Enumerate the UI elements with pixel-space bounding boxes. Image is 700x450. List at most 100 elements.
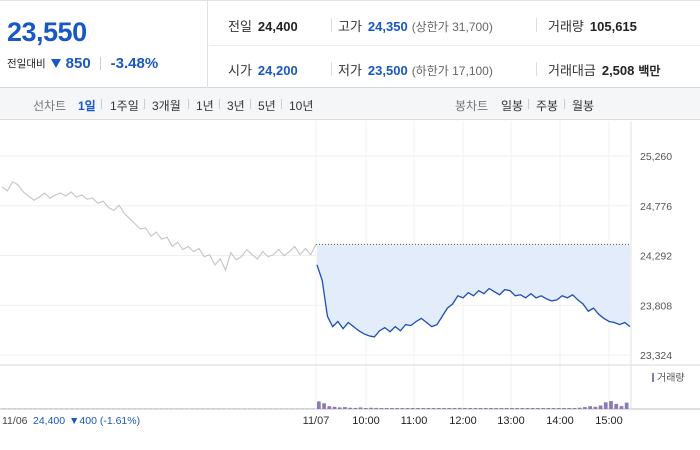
volume-bar [525, 408, 530, 409]
stat-value: 24,350 [367, 19, 408, 34]
volume-bar [268, 408, 273, 409]
stat-label: 거래량 [548, 19, 584, 34]
volume-bar [332, 406, 337, 409]
prev-day-close: 24,400 [33, 415, 65, 427]
volume-bar [127, 408, 132, 409]
volume-bar [551, 408, 556, 409]
volume-bar [384, 408, 389, 409]
volume-bar [305, 408, 310, 409]
volume-bar [337, 407, 342, 409]
x-tick-label: 13:00 [497, 415, 525, 427]
volume-bar [179, 408, 184, 409]
volume-bar [468, 408, 472, 409]
candle-weekly[interactable]: 주봉 [536, 99, 559, 113]
volume-bar [452, 408, 457, 409]
stat-amount: 거래대금 2,508 백만 [548, 60, 660, 79]
down-triangle-icon [51, 59, 62, 68]
volume-bar [211, 408, 216, 409]
volume-bar [148, 408, 153, 409]
volume-bar [75, 408, 79, 409]
volume-bar [541, 408, 546, 409]
volume-bar [483, 408, 488, 409]
y-tick-label: 23,324 [640, 350, 672, 362]
volume-legend-label: 거래량 [657, 372, 685, 384]
volume-bar [164, 408, 168, 409]
volume-bar [390, 408, 394, 409]
stat-value: 24,200 [257, 63, 298, 78]
stat-high: 고가 24,350 (상한가 31,700) [338, 16, 493, 35]
period-3y[interactable]: 3년 [227, 99, 245, 113]
volume-bar [588, 406, 592, 409]
period-1d[interactable]: 1일 [78, 99, 96, 113]
candle-daily[interactable]: 일봉 [501, 99, 524, 113]
volume-bar [593, 406, 598, 409]
x-tick-label: 12:00 [449, 415, 477, 427]
x-tick-label: 11:00 [401, 415, 428, 427]
volume-bar [295, 408, 299, 409]
candle-monthly[interactable]: 월봉 [572, 99, 595, 113]
divider [564, 99, 565, 109]
period-5y[interactable]: 5년 [258, 99, 276, 113]
price-lines [1, 180, 631, 338]
volume-bar [33, 408, 38, 409]
stat-unit: 백만 [638, 64, 661, 78]
volume-bar [247, 408, 252, 409]
divider [528, 99, 529, 109]
volume-bar [289, 408, 294, 409]
volume-bar [159, 408, 163, 409]
volume-bar [132, 408, 137, 409]
volume-bar [279, 408, 284, 409]
period-10y[interactable]: 10년 [289, 99, 314, 113]
current-price-box: 23,550 전일대비 850 -3.48% [0, 1, 208, 88]
period-1w[interactable]: 1주일 [110, 99, 139, 113]
volume-bar [499, 408, 504, 409]
divider [536, 62, 537, 76]
change-label: 전일대비 [7, 58, 46, 70]
divider [188, 99, 189, 109]
candle-chart-label: 봉차트 [455, 99, 489, 113]
volume-bar [190, 408, 195, 409]
volume-bar [400, 408, 405, 409]
period-1y[interactable]: 1년 [196, 99, 214, 113]
volume-bar [369, 407, 373, 409]
volume-bars [2, 401, 629, 409]
volume-bar [300, 408, 305, 409]
stat-low: 저가 23,500 (하한가 17,100) [338, 60, 493, 79]
period-bar: 선차트 1일 1주일 3개월 1년 3년 5년 10년 봉차트 일봉 주봉 월봉 [0, 88, 700, 120]
stat-sub: (상한가 31,700) [411, 20, 493, 34]
volume-bar [583, 407, 587, 409]
period-3m[interactable]: 3개월 [152, 99, 181, 113]
volume-bar [374, 407, 379, 409]
stat-label: 전일 [228, 19, 252, 34]
volume-bar [258, 408, 263, 409]
volume-bar [174, 408, 179, 409]
volume-bar [322, 403, 326, 409]
volume-bar [253, 408, 257, 409]
volume-bar [536, 408, 540, 409]
volume-bar [489, 408, 493, 409]
volume-bar [577, 407, 582, 409]
stat-volume: 거래량 105,615 [548, 16, 637, 35]
volume-bar [353, 407, 358, 409]
y-tick-label: 23,808 [640, 300, 672, 312]
volume-bar [556, 408, 561, 409]
volume-bar [405, 408, 410, 409]
below-prev-close-area [317, 244, 630, 337]
volume-bar [284, 408, 289, 409]
y-tick-label: 25,260 [640, 151, 672, 163]
x-tick-label: 11/07 [303, 415, 330, 427]
volume-bar [530, 408, 535, 409]
volume-bar [317, 401, 321, 409]
divider [536, 18, 537, 32]
volume-bar [457, 407, 462, 409]
y-tick-label: 24,776 [640, 201, 672, 213]
prev-day-change: ▼400 (-1.61%) [69, 415, 140, 427]
volume-bar [358, 407, 363, 409]
price-chart[interactable]: 25,260 24,776 24,292 23,808 23,324 11/07 10:00… [0, 121, 700, 450]
volume-bar [473, 408, 478, 409]
divider [281, 99, 282, 109]
volume-bar [22, 408, 27, 409]
volume-bar [90, 408, 95, 409]
volume-bar [614, 403, 619, 409]
volume-bar [363, 408, 368, 409]
